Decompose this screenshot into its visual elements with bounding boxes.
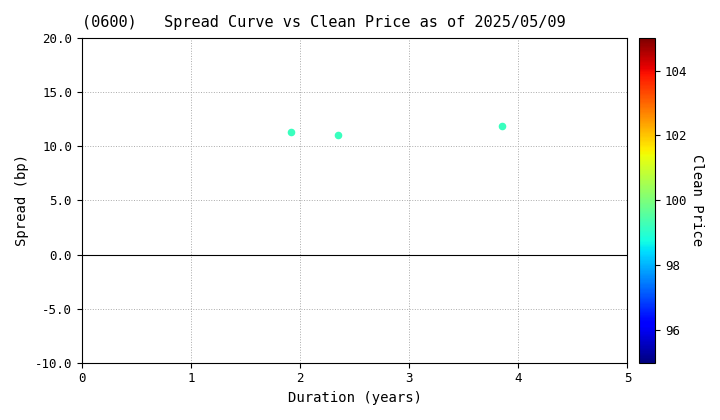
- X-axis label: Duration (years): Duration (years): [287, 391, 422, 405]
- Point: [496, 122, 508, 129]
- Point: [286, 129, 297, 136]
- Text: (0600)   Spread Curve vs Clean Price as of 2025/05/09: (0600) Spread Curve vs Clean Price as of…: [82, 15, 565, 30]
- Y-axis label: Spread (bp): Spread (bp): [15, 155, 29, 247]
- Point: [333, 132, 344, 139]
- Y-axis label: Clean Price: Clean Price: [690, 155, 704, 247]
